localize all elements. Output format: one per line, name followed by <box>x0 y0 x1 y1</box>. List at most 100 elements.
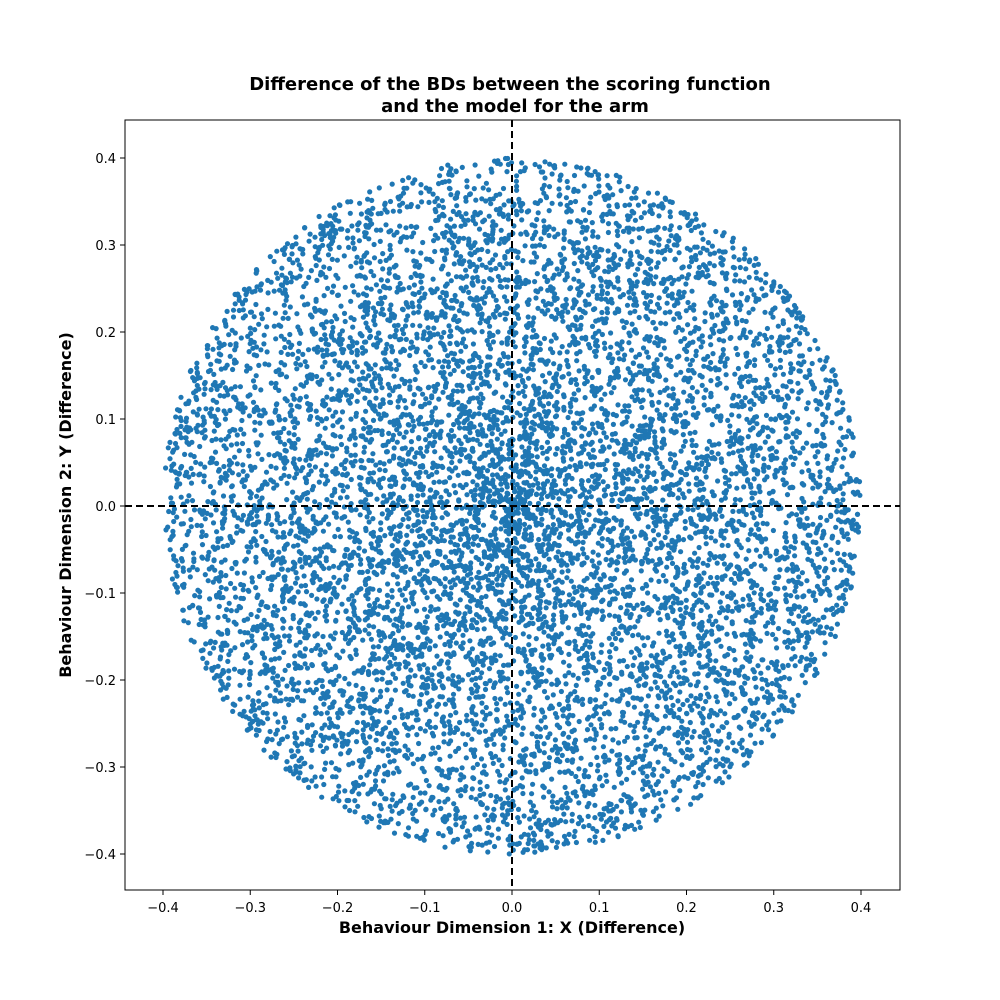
scatter-point <box>329 256 335 262</box>
scatter-point <box>760 424 766 430</box>
scatter-point <box>855 529 862 535</box>
scatter-point <box>513 452 519 458</box>
scatter-point <box>406 604 412 610</box>
scatter-point <box>645 635 651 641</box>
scatter-point <box>430 745 436 751</box>
scatter-point <box>546 755 553 761</box>
scatter-point <box>424 309 430 315</box>
scatter-point <box>595 462 601 468</box>
scatter-point <box>672 460 679 466</box>
scatter-point <box>743 511 749 518</box>
scatter-point <box>817 522 823 528</box>
scatter-point <box>274 435 281 441</box>
scatter-point <box>277 439 283 445</box>
scatter-point <box>438 334 445 340</box>
scatter-point <box>537 396 543 402</box>
scatter-point <box>296 262 302 268</box>
scatter-point <box>513 462 519 468</box>
scatter-point <box>479 262 485 268</box>
scatter-point <box>584 224 590 231</box>
scatter-point <box>405 825 412 831</box>
scatter-point <box>499 762 505 769</box>
scatter-point <box>365 596 371 602</box>
scatter-point <box>283 374 290 380</box>
scatter-point <box>376 411 382 417</box>
scatter-point <box>663 704 670 710</box>
scatter-point <box>530 620 536 627</box>
scatter-point <box>498 431 504 437</box>
scatter-point <box>785 662 791 669</box>
scatter-point <box>255 440 261 446</box>
scatter-point <box>282 417 288 423</box>
scatter-point <box>574 327 580 333</box>
scatter-point <box>241 483 247 490</box>
scatter-point <box>622 377 629 383</box>
scatter-point <box>439 198 445 204</box>
scatter-point <box>466 236 472 242</box>
scatter-point <box>750 306 756 312</box>
scatter-point <box>335 710 341 716</box>
scatter-point <box>356 376 362 382</box>
scatter-point <box>429 678 435 684</box>
scatter-point <box>505 690 511 696</box>
scatter-point <box>457 719 463 726</box>
scatter-point <box>751 262 757 268</box>
scatter-point <box>701 222 707 228</box>
scatter-point <box>786 549 792 555</box>
scatter-point <box>520 258 526 264</box>
scatter-point <box>624 602 631 608</box>
scatter-point <box>376 587 383 594</box>
scatter-point <box>455 679 462 685</box>
scatter-point <box>553 451 559 457</box>
scatter-point <box>463 211 469 217</box>
scatter-point <box>317 743 324 749</box>
scatter-point <box>366 754 372 760</box>
scatter-point <box>472 162 478 168</box>
scatter-point <box>336 218 342 224</box>
scatter-point <box>337 332 343 338</box>
scatter-point <box>522 336 528 342</box>
scatter-point <box>624 302 631 308</box>
scatter-point <box>225 682 231 688</box>
scatter-point <box>408 223 414 229</box>
scatter-point <box>387 759 393 765</box>
scatter-point <box>309 487 315 493</box>
scatter-point <box>466 259 473 265</box>
scatter-point <box>344 484 351 490</box>
scatter-point <box>692 211 699 217</box>
scatter-point <box>640 786 646 792</box>
scatter-point <box>645 524 651 530</box>
scatter-point <box>436 479 442 485</box>
scatter-point <box>749 490 755 496</box>
scatter-point <box>760 657 766 663</box>
scatter-point <box>627 722 633 728</box>
scatter-point <box>344 449 350 455</box>
scatter-point <box>722 769 728 775</box>
scatter-point <box>615 350 621 356</box>
scatter-point <box>252 288 258 294</box>
scatter-point <box>314 277 320 283</box>
scatter-point <box>781 689 787 695</box>
scatter-point <box>399 715 406 721</box>
scatter-point <box>238 335 244 341</box>
scatter-point <box>533 556 539 562</box>
scatter-point <box>348 199 354 205</box>
scatter-point <box>303 589 310 595</box>
scatter-point <box>534 454 540 460</box>
scatter-point <box>725 604 731 610</box>
scatter-point <box>431 238 437 244</box>
scatter-point <box>812 454 818 460</box>
scatter-point <box>793 305 799 311</box>
scatter-point <box>565 185 571 191</box>
scatter-point <box>397 223 403 229</box>
scatter-point <box>820 366 826 372</box>
scatter-point <box>717 380 723 386</box>
scatter-point <box>403 405 409 411</box>
scatter-point <box>258 387 264 393</box>
scatter-point <box>246 453 252 459</box>
scatter-point <box>842 519 848 525</box>
scatter-point <box>567 464 573 470</box>
scatter-point <box>554 839 561 845</box>
scatter-point <box>499 340 505 346</box>
scatter-point <box>493 297 499 303</box>
